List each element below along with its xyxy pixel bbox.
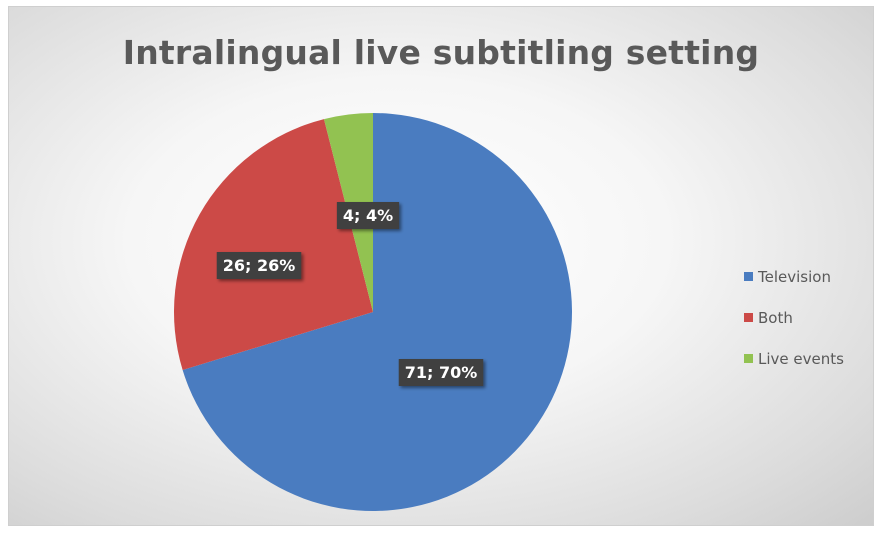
pie-slice-both [174,119,373,370]
data-label-box-television [398,359,484,386]
legend-label-live-events: Live events [758,349,844,368]
data-label-both: 26; 26% [216,252,302,279]
data-label-box-both [216,252,302,279]
legend-swatch-both [744,313,753,322]
legend-item-live-events: Live events [744,338,844,379]
legend-swatch-live-events [744,354,753,363]
chart-title: Intralingual live subtitling setting [122,33,760,72]
pie-chart: 71; 70% 26; 26% 4; 4% [174,113,572,511]
data-label-box-live-events [336,202,400,229]
chart-area: Intralingual live subtitling setting 71;… [8,6,874,526]
legend-label-both: Both [758,308,793,327]
data-label-live-events: 4; 4% [336,202,400,229]
legend: Television Both Live events [744,256,844,379]
data-label-text-television: 71; 70% [405,363,478,382]
data-label-text-both: 26; 26% [223,256,296,275]
legend-item-both: Both [744,297,844,338]
data-label-text-live-events: 4; 4% [343,206,393,225]
legend-item-television: Television [744,256,844,297]
legend-swatch-television [744,272,753,281]
data-label-television: 71; 70% [398,359,484,386]
pie-slice-television [182,113,572,511]
legend-label-television: Television [758,267,831,286]
